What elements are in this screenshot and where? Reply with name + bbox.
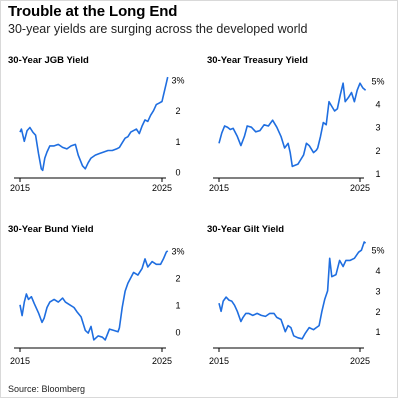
panel-title-bund: 30-Year Bund Yield [8, 224, 94, 235]
figure-subtitle: 30-year yields are surging across the de… [8, 22, 308, 36]
y-tick-label-bund: 1 [175, 300, 180, 310]
series-line-gilt [218, 241, 367, 340]
x-tick-label-treasury: 2015 [209, 183, 229, 193]
panel-title-gilt: 30-Year Gilt Yield [207, 224, 284, 235]
y-tick-label-jgb: 3% [171, 76, 184, 86]
y-tick-label-jgb: 2 [175, 106, 180, 116]
figure-title: Trouble at the Long End [8, 3, 178, 20]
x-tick-label-jgb: 2025 [152, 183, 172, 193]
y-tick-label-treasury: 3 [375, 123, 380, 133]
y-tick-label-jgb: 1 [175, 137, 180, 147]
y-tick-label-treasury: 2 [375, 146, 380, 156]
y-tick-label-treasury: 4 [375, 100, 380, 110]
y-tick-label-gilt: 1 [375, 327, 380, 337]
x-tick-label-gilt: 2025 [350, 356, 370, 366]
x-tick-label-bund: 2015 [10, 356, 30, 366]
y-tick-label-bund: 0 [175, 327, 180, 337]
y-tick-label-gilt: 2 [375, 307, 380, 317]
y-tick-label-gilt: 5% [371, 246, 384, 256]
series-line-treasury [218, 82, 367, 168]
x-tick-label-jgb: 2015 [10, 183, 30, 193]
x-tick-label-gilt: 2015 [209, 356, 229, 366]
series-line-jgb [19, 76, 169, 172]
y-tick-label-jgb: 0 [175, 167, 180, 177]
y-tick-label-gilt: 3 [375, 286, 380, 296]
y-tick-label-bund: 2 [175, 273, 180, 283]
x-tick-label-treasury: 2025 [350, 183, 370, 193]
series-line-bund [19, 250, 169, 341]
x-tick-label-bund: 2025 [152, 356, 172, 366]
panel-title-jgb: 30-Year JGB Yield [8, 55, 89, 66]
panel-title-treasury: 30-Year Treasury Yield [207, 55, 308, 66]
y-tick-label-treasury: 1 [375, 169, 380, 179]
y-tick-label-gilt: 4 [375, 266, 380, 276]
y-tick-label-bund: 3% [171, 246, 184, 256]
y-tick-label-treasury: 5% [371, 76, 384, 86]
source-note: Source: Bloomberg [8, 384, 86, 394]
